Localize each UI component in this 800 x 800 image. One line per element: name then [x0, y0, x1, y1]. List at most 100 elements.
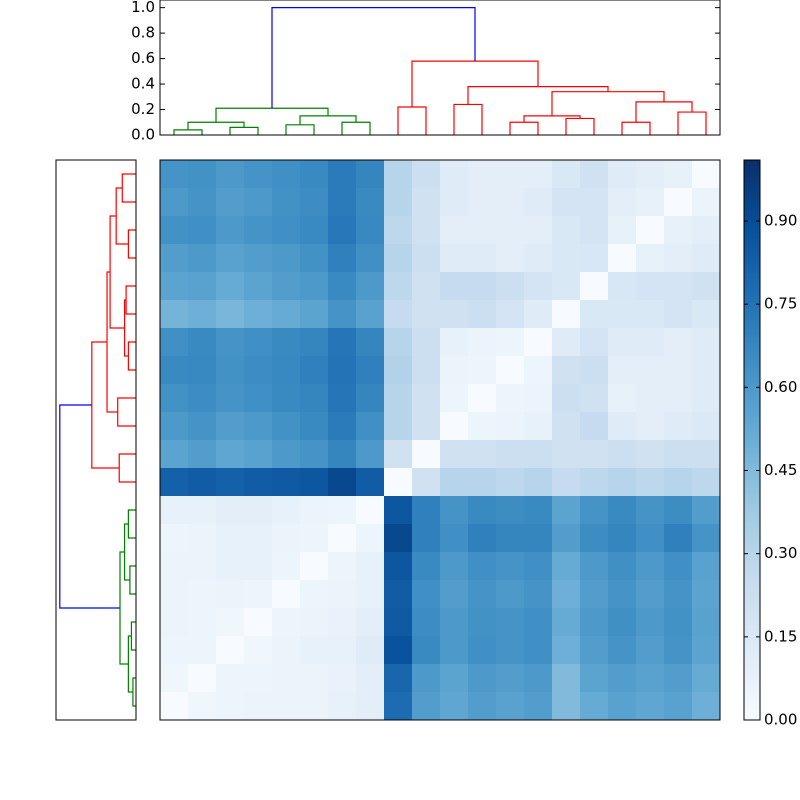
colorbar-tick-label: 0.90	[764, 211, 797, 229]
heatmap-cell	[468, 328, 497, 357]
heatmap-cell	[468, 636, 497, 665]
dendrogram-link	[621, 121, 651, 135]
heatmap-cell	[440, 356, 469, 385]
heatmap-cell	[440, 384, 469, 413]
heatmap-cell	[608, 160, 637, 189]
dendrogram-link	[411, 60, 539, 107]
heatmap-cell	[664, 272, 693, 301]
heatmap-cell	[412, 244, 441, 273]
colorbar-tick-label: 0.30	[764, 544, 797, 562]
heatmap-cell	[524, 300, 553, 329]
heatmap-cell	[244, 216, 273, 245]
heatmap-cell	[244, 608, 273, 637]
heatmap-cell	[552, 608, 581, 637]
heatmap-cell	[664, 300, 693, 329]
heatmap-cell	[216, 496, 245, 525]
heatmap-cell	[244, 440, 273, 469]
dendrogram-link	[397, 106, 427, 135]
heatmap-cell	[300, 328, 329, 357]
heatmap-cell	[664, 580, 693, 609]
heatmap-cell	[384, 524, 413, 553]
heatmap-cell	[384, 272, 413, 301]
heatmap-cell	[356, 552, 385, 581]
heatmap-cell	[636, 440, 665, 469]
heatmap-cell	[580, 188, 609, 217]
heatmap-cell	[524, 524, 553, 553]
heatmap-cell	[496, 356, 525, 385]
heatmap-cell	[160, 328, 189, 357]
heatmap-cell	[216, 216, 245, 245]
heatmap-cell	[188, 300, 217, 329]
heatmap-cell	[412, 636, 441, 665]
heatmap-cell	[384, 580, 413, 609]
heatmap-cell	[272, 580, 301, 609]
heatmap-cell	[496, 692, 525, 721]
heatmap-cell	[580, 524, 609, 553]
heatmap-cell	[524, 384, 553, 413]
heatmap-cell	[356, 384, 385, 413]
heatmap-cell	[272, 552, 301, 581]
heatmap-cell	[216, 608, 245, 637]
heatmap-cell	[160, 580, 189, 609]
heatmap-cell	[608, 496, 637, 525]
heatmap-cell	[524, 328, 553, 357]
heatmap-cell	[356, 664, 385, 693]
colorbar	[743, 159, 761, 721]
heatmap-cell	[636, 692, 665, 721]
heatmap-cell	[160, 216, 189, 245]
heatmap-cell	[300, 272, 329, 301]
heatmap-cell	[496, 160, 525, 189]
heatmap-cell	[216, 356, 245, 385]
heatmap-cell	[356, 608, 385, 637]
heatmap-cell	[692, 384, 721, 413]
heatmap-cell	[188, 636, 217, 665]
colorbar-tick-label: 0.00	[764, 711, 797, 729]
heatmap-cell	[160, 440, 189, 469]
heatmap-cell	[468, 692, 497, 721]
heatmap-cell	[636, 580, 665, 609]
heatmap-cell	[188, 412, 217, 441]
heatmap-cell	[216, 440, 245, 469]
heatmap-cell	[328, 552, 357, 581]
heatmap-cell	[580, 692, 609, 721]
heatmap-cell	[272, 272, 301, 301]
heatmap-cell	[524, 580, 553, 609]
heatmap-cell	[272, 328, 301, 357]
heatmap-cell	[328, 440, 357, 469]
heatmap-cell	[300, 188, 329, 217]
heatmap-cell	[552, 272, 581, 301]
heatmap-cell	[216, 384, 245, 413]
heatmap-cell	[384, 440, 413, 469]
heatmap-cell	[692, 496, 721, 525]
dendrogram-link	[285, 124, 315, 135]
heatmap-cell	[468, 664, 497, 693]
heatmap-cell	[272, 384, 301, 413]
heatmap-cell	[328, 496, 357, 525]
heatmap-cell	[440, 496, 469, 525]
heatmap-cell	[440, 468, 469, 497]
heatmap-cell	[188, 608, 217, 637]
heatmap-cell	[468, 524, 497, 553]
dendrogram-link	[271, 7, 476, 109]
dendrogram-link	[677, 111, 707, 135]
heatmap-cell	[552, 356, 581, 385]
dendrogram-link	[130, 621, 136, 651]
heatmap-cell	[328, 664, 357, 693]
heatmap-cell	[244, 552, 273, 581]
heatmap-cell	[244, 580, 273, 609]
colorbar-tick-label: 0.75	[764, 295, 797, 313]
heatmap-cell	[440, 440, 469, 469]
heatmap-cell	[328, 692, 357, 721]
heatmap-cell	[244, 636, 273, 665]
heatmap-cell	[636, 496, 665, 525]
heatmap-cell	[272, 300, 301, 329]
heatmap-cell	[440, 524, 469, 553]
heatmap-cell	[468, 440, 497, 469]
heatmap-cell	[216, 636, 245, 665]
heatmap-cell	[412, 496, 441, 525]
heatmap-cell	[244, 188, 273, 217]
heatmap-cell	[552, 244, 581, 273]
heatmap-cell	[188, 580, 217, 609]
heatmap-cell	[328, 636, 357, 665]
heatmap-cell	[468, 244, 497, 273]
